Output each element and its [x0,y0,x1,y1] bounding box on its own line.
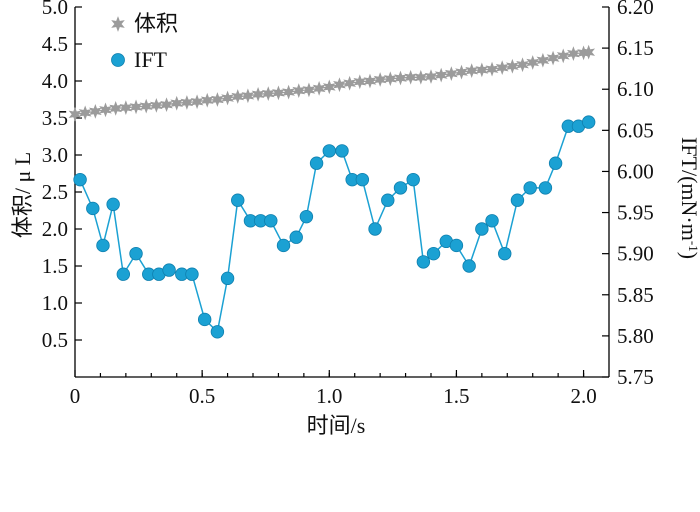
y-right-tick-label: 6.10 [617,77,654,101]
ift-point [221,272,234,285]
ift-point [511,194,524,207]
y-left-tick-label: 4.0 [42,69,68,93]
x-axis-title: 时间/s [307,413,366,438]
ift-point [107,198,120,211]
ift-point [186,268,199,281]
y-right-tick-label: 5.95 [617,201,654,225]
y-right-tick-label: 5.80 [617,324,654,348]
volume-point [527,56,538,69]
volume-point [558,49,569,62]
legend-label-volume: 体积 [134,11,178,36]
y-right-axis-title-sup: -1 [687,241,700,252]
y-right-axis-title: IFT/(mN·m-1) [677,137,700,259]
x-tick-label: 1.0 [316,384,342,408]
ift-point [486,214,499,227]
ift-point [300,210,313,223]
ift-point [265,214,278,227]
ift-point [323,145,336,158]
legend-circle-marker [112,54,125,67]
ift-point [198,313,211,326]
ift-point [87,202,100,215]
ift-point [277,239,290,252]
y-right-tick-label: 5.90 [617,242,654,266]
ift-point [549,157,562,170]
ift-point [211,325,224,338]
y-right-tick-label: 6.20 [617,0,654,19]
y-right-tick-label: 5.75 [617,365,654,389]
y-left-tick-label: 4.5 [42,32,68,56]
volume-point [537,54,548,67]
ift-point [582,116,595,129]
y-left-tick-label: 1.5 [42,254,68,278]
volume-point [547,52,558,65]
ift-point [336,145,349,158]
series-ift [74,116,595,338]
y-right-tick-label: 6.05 [617,118,654,142]
ift-point [539,182,552,195]
y-left-tick-label: 2.5 [42,180,68,204]
ift-point [369,223,382,236]
y-right-tick-label: 6.15 [617,36,654,60]
x-tick-label: 2.0 [570,384,596,408]
ift-point [381,194,394,207]
legend: 体积 IFT [112,11,179,72]
ift-point [394,182,407,195]
legend-marker-ift [112,54,125,67]
ift-point [498,247,511,260]
ift-point [290,231,303,244]
ift-point [476,223,489,236]
ift-point [117,268,130,281]
y-right-axis-title-main: IFT/(mN·m [677,137,700,241]
ift-point [356,173,369,186]
y-right-tick-label: 6.00 [617,159,654,183]
legend-label-ift: IFT [134,47,168,72]
y-right-tick-label: 5.85 [617,283,654,307]
y-left-tick-label: 2.0 [42,217,68,241]
ift-point [130,247,143,260]
ift-point [74,173,87,186]
y-left-tick-label: 0.5 [42,328,68,352]
legend-marker-volume [112,17,124,31]
ift-point [407,173,420,186]
y-left-tick-label: 1.0 [42,291,68,315]
ift-point [524,182,537,195]
ift-point [163,264,176,277]
y-right-axis-title-close: ) [677,252,700,259]
y-left-tick-label: 3.5 [42,106,68,130]
legend-star-marker [112,17,124,31]
series-layer [69,46,595,338]
ift-point [417,256,430,269]
x-tick-label: 0.5 [189,384,215,408]
y-left-axis-title: 体积/ μ L [10,152,35,238]
y-left-tick-label: 5.0 [42,0,68,19]
x-tick-label: 1.5 [443,384,469,408]
ift-point [231,194,244,207]
ift-point [97,239,110,252]
ift-point [310,157,323,170]
ift-point [427,247,440,260]
ift-point [463,260,476,273]
x-tick-label: 0 [70,384,81,408]
y-left-tick-label: 3.0 [42,143,68,167]
ift-point [450,239,463,252]
